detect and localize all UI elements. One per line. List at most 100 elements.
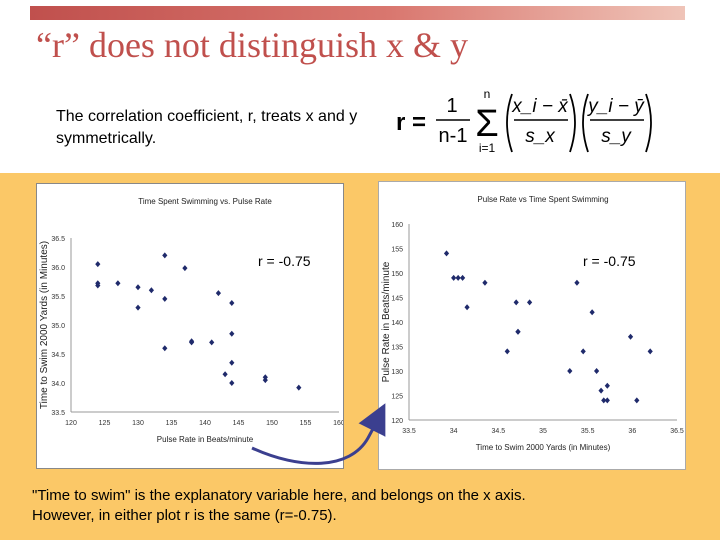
data-point bbox=[594, 368, 600, 374]
formula-y-numerator: y_i − ȳ bbox=[586, 96, 645, 117]
data-point bbox=[574, 279, 580, 286]
data-point bbox=[95, 282, 101, 289]
x-tick-label: 34 bbox=[450, 428, 458, 435]
formula-sum-upper: n bbox=[484, 87, 491, 101]
formula-lhs: r = bbox=[396, 109, 426, 136]
data-point bbox=[262, 377, 268, 384]
data-point bbox=[229, 330, 235, 337]
data-point bbox=[135, 304, 141, 311]
data-point bbox=[527, 299, 533, 306]
scatter-plot-pulse-vs-time: Pulse Rate vs Time Spent Swimming 33.5 34 3… bbox=[378, 181, 686, 470]
data-point bbox=[464, 304, 470, 311]
data-point bbox=[455, 274, 461, 281]
data-point bbox=[222, 371, 228, 378]
data-point bbox=[598, 387, 604, 394]
data-point bbox=[135, 284, 141, 291]
data-point bbox=[647, 348, 653, 355]
y-tick-label: 34.5 bbox=[51, 352, 65, 359]
x-tick-label: 145 bbox=[233, 420, 245, 427]
x-tick-label: 160 bbox=[333, 420, 343, 427]
x-tick-label: 36.5 bbox=[670, 428, 684, 435]
intro-text: The correlation coefficient, r, treats x… bbox=[56, 108, 358, 147]
y-tick-label: 120 bbox=[391, 418, 403, 425]
data-point bbox=[460, 274, 466, 281]
y-tick-label: 150 bbox=[391, 271, 403, 278]
data-point bbox=[451, 274, 457, 281]
scatter-plot-time-vs-pulse: Time Spent Swimming vs. Pulse Rate 120 125… bbox=[36, 183, 345, 469]
y-tick-label: 140 bbox=[391, 320, 403, 327]
y-tick-label: 155 bbox=[391, 247, 403, 254]
chart-title: Pulse Rate vs Time Spent Swimming bbox=[477, 195, 608, 204]
slide-title: “r” does not distinguish x & y bbox=[36, 25, 468, 65]
x-tick-label: 155 bbox=[300, 420, 312, 427]
x-axis-label: Pulse Rate in Beats/minute bbox=[157, 435, 254, 444]
formula-x-numerator: x_i − x̄ bbox=[511, 96, 569, 117]
caption-line-1: "Time to swim" is the explanatory variab… bbox=[32, 487, 526, 504]
x-tick-label: 135 bbox=[166, 420, 178, 427]
data-point bbox=[589, 309, 595, 316]
data-point bbox=[515, 328, 521, 335]
title-accent-bar bbox=[30, 6, 685, 20]
data-point bbox=[148, 287, 154, 294]
formula-sum-lower: i=1 bbox=[479, 141, 496, 155]
y-axis-label: Pulse Rate in Beats/minute bbox=[381, 261, 392, 382]
data-point bbox=[229, 380, 235, 386]
data-point bbox=[95, 261, 101, 268]
sigma-icon: Σ bbox=[475, 103, 499, 145]
x-tick-label: 150 bbox=[266, 420, 278, 427]
y-axis-label: Time to Swim 2000 Yards (in Minutes) bbox=[39, 241, 50, 409]
data-point bbox=[215, 290, 221, 297]
data-point bbox=[182, 265, 188, 272]
data-point bbox=[604, 397, 610, 404]
y-tick-label: 35.0 bbox=[51, 323, 65, 330]
x-tick-label: 36 bbox=[628, 428, 636, 435]
data-point bbox=[604, 382, 610, 389]
x-tick-label: 130 bbox=[132, 420, 144, 427]
caption: "Time to swim" is the explanatory variab… bbox=[32, 486, 712, 526]
y-tick-label: 160 bbox=[391, 222, 403, 229]
y-tick-label: 125 bbox=[391, 394, 403, 401]
x-tick-label: 35 bbox=[539, 428, 547, 435]
x-tick-label: 34.5 bbox=[492, 428, 506, 435]
data-point bbox=[634, 397, 640, 404]
y-tick-label: 35.5 bbox=[51, 294, 65, 301]
x-tick-label: 140 bbox=[199, 420, 211, 427]
data-point bbox=[229, 299, 235, 306]
r-value-label-right: r = -0.75 bbox=[583, 253, 636, 269]
y-tick-label: 145 bbox=[391, 296, 403, 303]
data-point bbox=[443, 250, 450, 257]
chart-title: Time Spent Swimming vs. Pulse Rate bbox=[138, 197, 272, 206]
data-point bbox=[189, 339, 195, 346]
y-tick-label: 36.0 bbox=[51, 265, 65, 272]
data-point bbox=[296, 384, 302, 391]
formula-x-denominator: s_x bbox=[525, 126, 556, 147]
x-tick-label: 33.5 bbox=[402, 428, 416, 435]
caption-line-2: However, in either plot r is the same (r… bbox=[32, 507, 337, 524]
data-point bbox=[482, 279, 488, 286]
x-axis-label: Time to Swim 2000 Yards (in Minutes) bbox=[476, 443, 611, 452]
correlation-formula: r = 1 n-1 n Σ i=1 x_i − x̄ s_x y_i − ȳ s… bbox=[396, 87, 652, 155]
data-point bbox=[580, 348, 586, 355]
formula-frac-den: n-1 bbox=[439, 125, 468, 147]
data-point bbox=[513, 299, 519, 306]
data-point bbox=[162, 252, 168, 259]
formula-y-denominator: s_y bbox=[601, 126, 632, 147]
data-point bbox=[115, 280, 121, 287]
y-tick-label: 36.5 bbox=[51, 236, 65, 243]
formula-frac-num: 1 bbox=[446, 95, 457, 117]
y-tick-label: 33.5 bbox=[51, 410, 65, 417]
x-tick-label: 35.5 bbox=[581, 428, 595, 435]
y-tick-label: 34.0 bbox=[51, 381, 65, 388]
data-point bbox=[229, 359, 235, 366]
r-value-label-left: r = -0.75 bbox=[258, 253, 311, 269]
data-point bbox=[162, 345, 168, 352]
data-point bbox=[627, 333, 634, 340]
data-point bbox=[504, 348, 510, 355]
x-tick-label: 125 bbox=[99, 420, 111, 427]
y-tick-label: 135 bbox=[391, 345, 403, 352]
data-point bbox=[209, 339, 215, 346]
data-point bbox=[162, 295, 168, 302]
y-tick-label: 130 bbox=[391, 369, 403, 376]
x-tick-label: 120 bbox=[65, 420, 77, 427]
data-point bbox=[567, 368, 573, 374]
